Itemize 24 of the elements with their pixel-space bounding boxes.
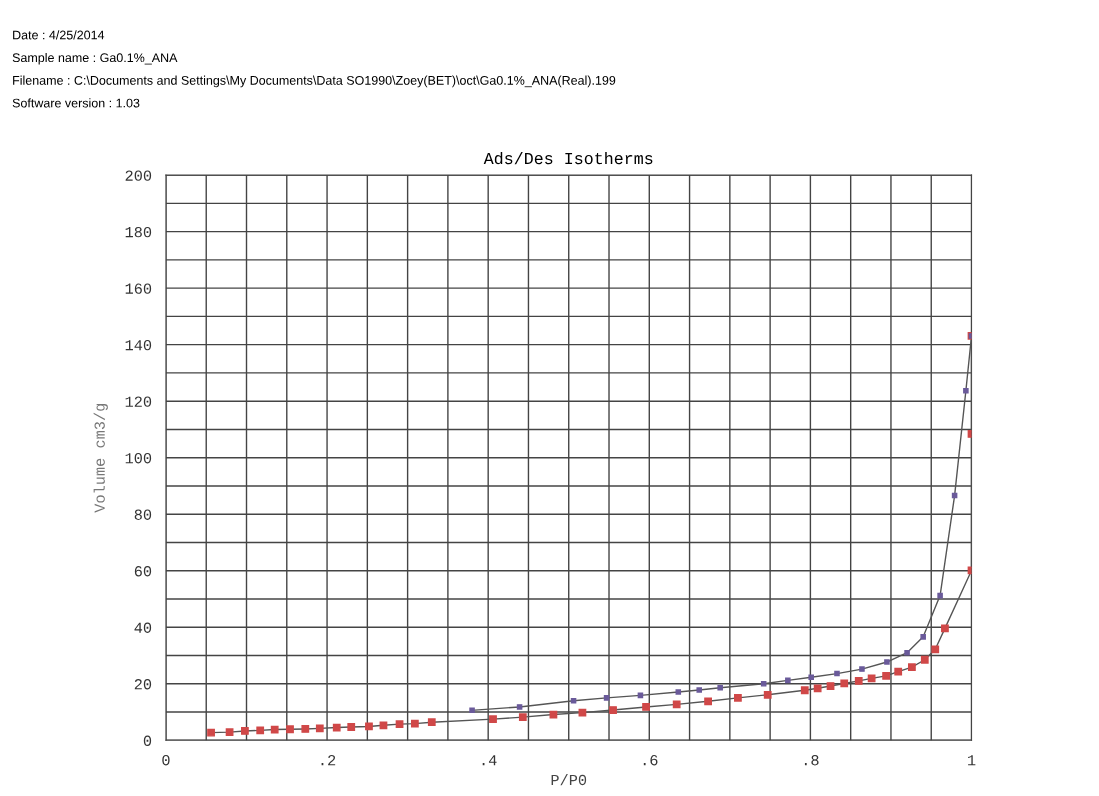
y-tick-label: 100 (125, 453, 152, 464)
y-tick-label: 180 (125, 226, 152, 238)
y-tick-label: 140 (125, 339, 152, 351)
y-tick-label: 60 (134, 566, 152, 577)
y-tick-label: 160 (125, 283, 152, 294)
y-axis-title: Volume cm3/g (93, 404, 108, 513)
text: Sample name : Ga0.1%_ANA (12, 52, 178, 65)
x-tick-label: .4 (482, 755, 497, 766)
x-tick-label: .2 (321, 755, 336, 766)
x-tick-label: .6 (643, 755, 658, 766)
chart-title: Ads/Des Isotherms (483, 151, 653, 165)
text: Software version : 1.03 (12, 98, 140, 108)
y-tick-label: 80 (134, 509, 152, 520)
y-tick-label: 40 (134, 622, 152, 633)
x-tick-label: 1 (968, 755, 976, 766)
y-tick-label: 0 (143, 735, 152, 746)
text: Date : 4/25/2014 (13, 30, 105, 40)
y-tick-label: 120 (125, 396, 152, 407)
y-tick-label: 200 (125, 170, 152, 181)
x-tick-label: .8 (804, 755, 819, 766)
text: Filename : C:\Documents and Settings\My Documents\Data SO1990\Zoey(BET)\oct\Ga0.1%_ANA(Real).199 (13, 75, 616, 88)
y-tick-label: 20 (134, 679, 152, 690)
x-tick-label: 0 (162, 755, 170, 766)
x-axis-title: P/P0 (551, 773, 587, 786)
